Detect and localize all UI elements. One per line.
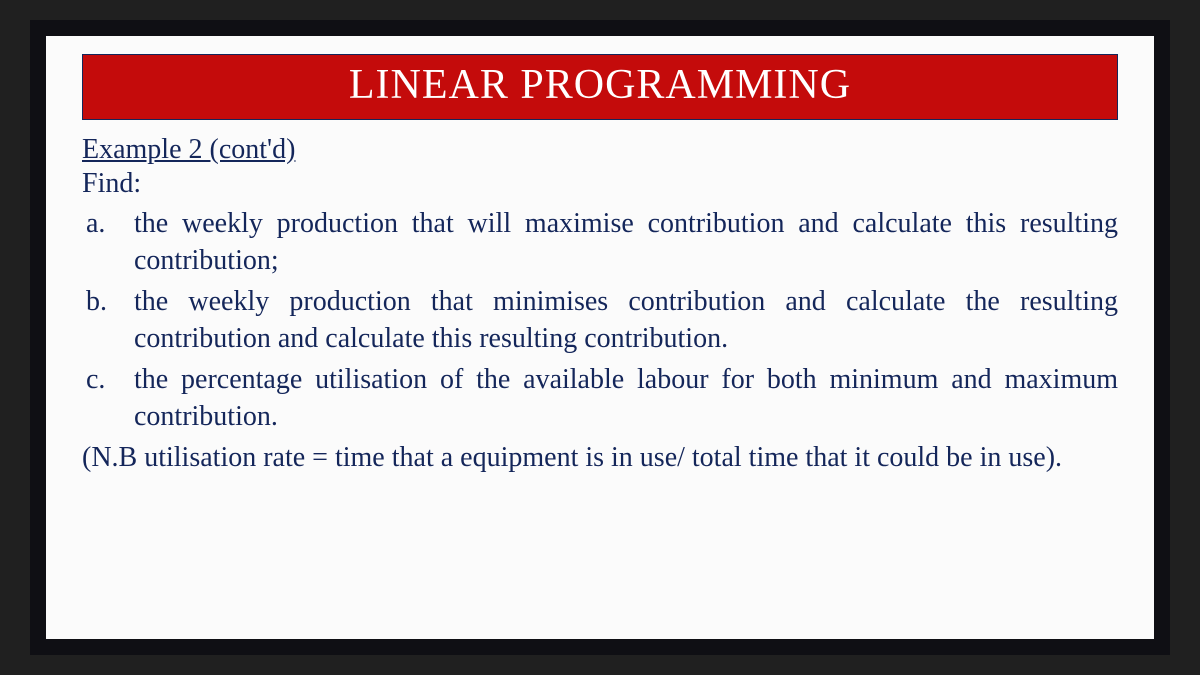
- slide-frame: LINEAR PROGRAMMING Example 2 (cont'd) Fi…: [30, 20, 1170, 655]
- list-item: c. the percentage utilisation of the ava…: [82, 362, 1118, 436]
- item-marker: b.: [86, 284, 107, 321]
- find-label: Find:: [82, 168, 1118, 200]
- item-text: the weekly production that will maximise…: [134, 208, 1118, 276]
- nb-note: (N.B utilisation rate = time that a equi…: [82, 440, 1118, 477]
- question-list: a. the weekly production that will maxim…: [82, 206, 1118, 436]
- example-subheading: Example 2 (cont'd): [82, 134, 1118, 166]
- list-item: a. the weekly production that will maxim…: [82, 206, 1118, 280]
- item-text: the percentage utilisation of the availa…: [134, 364, 1118, 432]
- item-text: the weekly production that minimises con…: [134, 286, 1118, 354]
- item-marker: a.: [86, 206, 105, 243]
- title-banner: LINEAR PROGRAMMING: [82, 54, 1118, 120]
- list-item: b. the weekly production that minimises …: [82, 284, 1118, 358]
- screen-background: LINEAR PROGRAMMING Example 2 (cont'd) Fi…: [0, 0, 1200, 675]
- item-marker: c.: [86, 362, 105, 399]
